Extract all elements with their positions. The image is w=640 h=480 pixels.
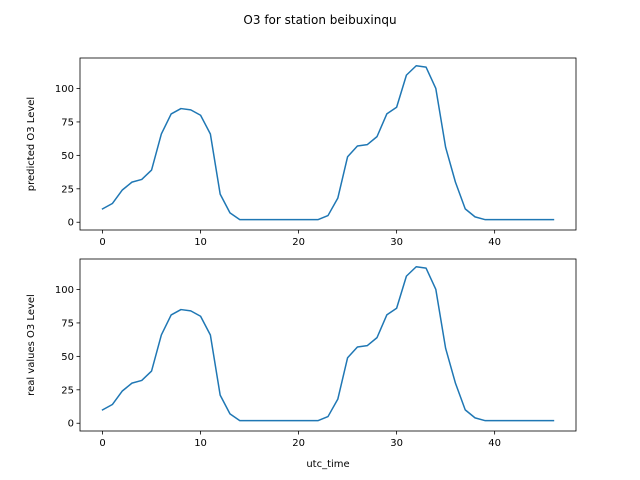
x-tick-label: 30 bbox=[390, 237, 403, 248]
top-subplot-predicted: 0 10 20 30 40 0 25 50 75 100 predicted O3 Level bbox=[26, 57, 577, 248]
x-tick-label: 10 bbox=[194, 237, 207, 248]
figure-suptitle: O3 for station beibuxinqu bbox=[243, 13, 396, 27]
x-tick-label: 0 bbox=[99, 237, 105, 248]
series-line bbox=[101, 65, 555, 221]
y-tick-label: 50 bbox=[61, 151, 74, 162]
y-tick-label: 25 bbox=[61, 184, 74, 195]
y-tick-label: 25 bbox=[61, 385, 74, 396]
x-tick-label: 40 bbox=[488, 438, 501, 449]
axes-frame bbox=[79, 57, 577, 231]
y-tick-label: 100 bbox=[55, 84, 74, 95]
y-tick-label: 75 bbox=[61, 117, 74, 128]
y-axis-label: real values O3 Level bbox=[26, 294, 37, 396]
bottom-subplot-real-values: 0 10 20 30 40 0 25 50 75 100 real values O3 Level u… bbox=[26, 258, 577, 470]
x-tick-label: 0 bbox=[99, 438, 105, 449]
x-tick-label: 20 bbox=[292, 237, 305, 248]
x-tick-label: 10 bbox=[194, 438, 207, 449]
x-tick-label: 30 bbox=[390, 438, 403, 449]
x-tick-label: 40 bbox=[488, 237, 501, 248]
y-axis-label: predicted O3 Level bbox=[26, 97, 37, 191]
y-tick-label: 75 bbox=[61, 318, 74, 329]
axes-frame bbox=[79, 258, 577, 432]
y-tick-label: 50 bbox=[61, 352, 74, 363]
y-tick-label: 100 bbox=[55, 285, 74, 296]
x-axis-label: utc_time bbox=[306, 459, 349, 470]
y-tick-label: 0 bbox=[68, 218, 74, 229]
series-line bbox=[101, 266, 555, 422]
x-tick-label: 20 bbox=[292, 438, 305, 449]
y-tick-label: 0 bbox=[68, 419, 74, 430]
